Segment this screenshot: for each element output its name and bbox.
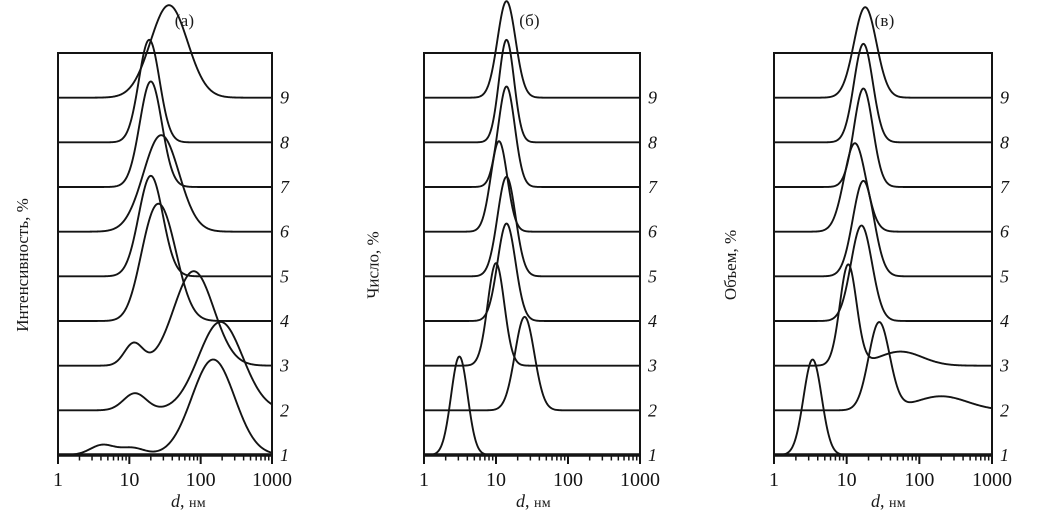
trace-number-label-5: 5 bbox=[648, 266, 657, 286]
trace-6 bbox=[57, 134, 273, 233]
panel-b-x-sep: , bbox=[525, 491, 535, 511]
trace-number-label-6: 6 bbox=[1000, 222, 1009, 242]
trace-9 bbox=[773, 6, 993, 99]
x-tick-label-1: 1 bbox=[419, 469, 429, 491]
trace-3 bbox=[773, 263, 993, 367]
x-tick-label-10: 10 bbox=[119, 469, 139, 491]
panel-a-x-axis-label: d, нм bbox=[0, 491, 363, 512]
panel-b-number: (б) Число, % 1 10 100 1000 1 2 3 4 5 6 7 8 9 d, нм bbox=[349, 0, 698, 529]
trace-number-label-2: 2 bbox=[280, 400, 289, 420]
trace-number-label-3: 3 bbox=[647, 356, 657, 376]
panel-c-plot: 1 10 100 1000 1 2 3 4 5 6 7 8 9 bbox=[769, 6, 1012, 491]
trace-number-label-5: 5 bbox=[1000, 266, 1009, 286]
panel-a-intensity: (а) Интенсивность, % 1 10 100 1000 1 2 3 4 5 6 7 8 9… bbox=[0, 0, 349, 529]
trace-number-label-6: 6 bbox=[648, 222, 657, 242]
trace-7 bbox=[423, 85, 641, 188]
x-tick-label-1000: 1000 bbox=[972, 469, 1012, 491]
trace-4 bbox=[773, 224, 993, 322]
trace-number-label-7: 7 bbox=[648, 177, 658, 197]
trace-number-label-7: 7 bbox=[1000, 177, 1010, 197]
x-tick-label-10: 10 bbox=[837, 469, 857, 491]
trace-7 bbox=[773, 87, 993, 188]
panel-c-title: (в) bbox=[874, 11, 895, 30]
panel-b-x-symbol: d bbox=[516, 491, 526, 511]
panel-a-x-unit: нм bbox=[189, 496, 206, 511]
trace-2 bbox=[57, 320, 273, 412]
x-tick-label-10: 10 bbox=[486, 469, 506, 491]
panel-c-volume: (в) Объем, % 1 10 100 1000 1 2 3 4 5 6 7 8 9 d, нм bbox=[698, 0, 1046, 529]
x-tick-label-1: 1 bbox=[53, 469, 63, 491]
panel-b-x-axis-label: d, нм bbox=[349, 491, 708, 512]
panel-b-x-unit: нм bbox=[534, 496, 551, 511]
trace-number-label-4: 4 bbox=[280, 311, 289, 331]
trace-number-label-1: 1 bbox=[648, 445, 657, 465]
trace-9 bbox=[423, 0, 641, 99]
trace-number-label-1: 1 bbox=[1000, 445, 1009, 465]
trace-8 bbox=[773, 42, 993, 144]
trace-9 bbox=[57, 4, 273, 99]
trace-number-label-9: 9 bbox=[280, 88, 289, 108]
trace-5 bbox=[773, 179, 993, 278]
trace-number-label-6: 6 bbox=[280, 222, 289, 242]
x-tick-label-100: 100 bbox=[904, 469, 934, 491]
trace-8 bbox=[423, 38, 641, 144]
trace-6 bbox=[423, 140, 641, 233]
x-tick-label-1000: 1000 bbox=[620, 469, 660, 491]
trace-number-label-4: 4 bbox=[1000, 311, 1009, 331]
trace-number-label-8: 8 bbox=[280, 132, 289, 152]
trace-8 bbox=[57, 38, 273, 144]
trace-number-label-8: 8 bbox=[648, 132, 657, 152]
trace-number-label-1: 1 bbox=[280, 445, 289, 465]
trace-number-label-7: 7 bbox=[280, 177, 290, 197]
trace-number-label-2: 2 bbox=[1000, 400, 1009, 420]
trace-3 bbox=[423, 262, 641, 367]
panel-a-plot: 1 10 100 1000 1 2 3 4 5 6 7 8 9 bbox=[53, 4, 292, 491]
trace-7 bbox=[57, 80, 273, 188]
x-tick-label-100: 100 bbox=[186, 469, 216, 491]
panel-a-title: (а) bbox=[174, 11, 195, 30]
panel-b-title: (б) bbox=[519, 11, 540, 30]
trace-number-label-4: 4 bbox=[648, 311, 657, 331]
trace-4 bbox=[423, 222, 641, 322]
trace-number-label-8: 8 bbox=[1000, 132, 1009, 152]
trace-2 bbox=[423, 315, 641, 412]
trace-1 bbox=[773, 358, 993, 456]
panel-a-x-sep: , bbox=[180, 491, 190, 511]
panel-b-plot: 1 10 100 1000 1 2 3 4 5 6 7 8 9 bbox=[419, 0, 660, 491]
x-tick-label-1000: 1000 bbox=[252, 469, 292, 491]
trace-2 bbox=[773, 321, 993, 412]
trace-5 bbox=[423, 175, 641, 278]
trace-number-label-2: 2 bbox=[648, 400, 657, 420]
trace-1 bbox=[57, 358, 273, 456]
x-tick-label-1: 1 bbox=[769, 469, 779, 491]
panel-c-x-symbol: d bbox=[871, 491, 881, 511]
x-tick-label-100: 100 bbox=[553, 469, 583, 491]
trace-number-label-3: 3 bbox=[279, 356, 289, 376]
panel-c-x-unit: нм bbox=[889, 496, 906, 511]
panel-c-x-axis-label: d, нм bbox=[698, 491, 1046, 512]
panel-c-x-sep: , bbox=[880, 491, 890, 511]
panel-a-x-symbol: d bbox=[171, 491, 181, 511]
trace-5 bbox=[57, 174, 273, 278]
trace-number-label-3: 3 bbox=[999, 356, 1009, 376]
trace-1 bbox=[423, 355, 641, 456]
trace-number-label-5: 5 bbox=[280, 266, 289, 286]
trace-number-label-9: 9 bbox=[1000, 88, 1009, 108]
trace-3 bbox=[57, 270, 273, 367]
trace-6 bbox=[773, 142, 993, 233]
trace-4 bbox=[57, 202, 273, 322]
trace-number-label-9: 9 bbox=[648, 88, 657, 108]
